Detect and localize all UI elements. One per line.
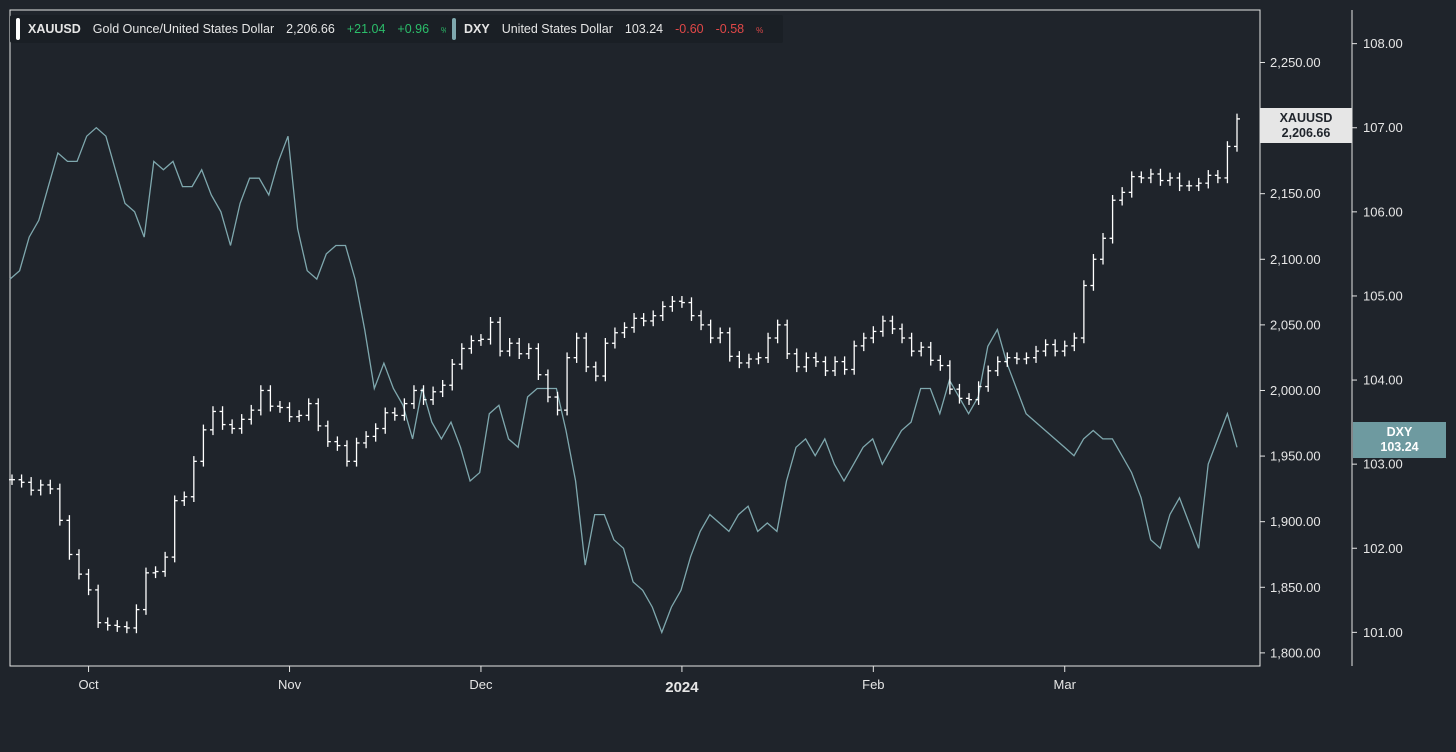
- legend-change-pct: -0.58: [715, 22, 745, 36]
- legend-price: 2,206.66: [286, 22, 335, 36]
- x-axis-label: Nov: [278, 677, 302, 692]
- plot-border: [9, 9, 1261, 667]
- legend-xauusd[interactable]: XAUUSD Gold Ounce/United States Dollar 2…: [10, 15, 469, 43]
- legend-name: United States Dollar: [501, 22, 613, 36]
- x-axis-label: Mar: [1054, 677, 1077, 692]
- xauusd-price-badge: XAUUSD 2,206.66: [1260, 108, 1352, 143]
- dxy-axis-tick-label: 108.00: [1363, 36, 1403, 51]
- axes: 2,250.002,200.002,150.002,100.002,050.00…: [78, 36, 1402, 696]
- x-axis-label: 2024: [665, 679, 699, 696]
- dxy-axis-tick-label: 101.00: [1363, 625, 1403, 640]
- dxy-axis-tick-label: 107.00: [1363, 120, 1403, 135]
- legend-pct-unit: %: [756, 26, 764, 35]
- gold-axis-tick-label: 1,950.00: [1270, 449, 1321, 464]
- gold-axis-tick-label: 2,250.00: [1270, 55, 1321, 70]
- legend-change: -0.60: [675, 22, 704, 36]
- legend-name: Gold Ounce/United States Dollar: [92, 22, 275, 36]
- plot-frame: [9, 9, 1353, 667]
- dxy-line: [9, 126, 1238, 635]
- legend-symbol: XAUUSD: [28, 22, 81, 36]
- badge-price: 103.24: [1380, 440, 1419, 454]
- dxy-axis-tick-label: 103.00: [1363, 457, 1403, 472]
- dxy-series: [9, 126, 1238, 635]
- legend-symbol: DXY: [464, 22, 490, 36]
- x-axis-label: Dec: [469, 677, 493, 692]
- dxy-price-badge: DXY 103.24: [1353, 422, 1446, 458]
- badge-symbol: XAUUSD: [1279, 111, 1333, 125]
- badge-symbol: DXY: [1386, 425, 1413, 439]
- dxy-axis-tick-label: 105.00: [1363, 288, 1403, 303]
- gold-axis-tick-label: 2,000.00: [1270, 383, 1321, 398]
- gold-axis-tick-label: 1,850.00: [1270, 580, 1321, 595]
- dxy-axis-tick-label: 102.00: [1363, 541, 1403, 556]
- xauusd-swatch: [16, 18, 20, 40]
- x-axis-label: Oct: [78, 677, 99, 692]
- legend-dxy[interactable]: DXY United States Dollar 103.24 -0.60 -0…: [446, 15, 784, 43]
- legend-change-pct: +0.96: [397, 22, 430, 36]
- legend-change: +21.04: [346, 22, 386, 36]
- x-axis-label: Feb: [862, 677, 884, 692]
- gold-axis-tick-label: 1,800.00: [1270, 645, 1321, 660]
- gold-axis-tick-label: 2,150.00: [1270, 186, 1321, 201]
- legend-price: 103.24: [624, 22, 664, 36]
- xauusd-series: [9, 113, 1240, 634]
- legend-pct-unit: %: [441, 26, 449, 35]
- badge-price: 2,206.66: [1281, 126, 1331, 140]
- gold-axis-tick-label: 1,900.00: [1270, 514, 1321, 529]
- gold-axis-tick-label: 2,100.00: [1270, 252, 1321, 267]
- dxy-axis-tick-label: 106.00: [1363, 204, 1403, 219]
- gold-axis-tick-label: 2,050.00: [1270, 317, 1321, 332]
- dxy-swatch: [452, 18, 456, 40]
- dxy-axis-tick-label: 104.00: [1363, 373, 1403, 388]
